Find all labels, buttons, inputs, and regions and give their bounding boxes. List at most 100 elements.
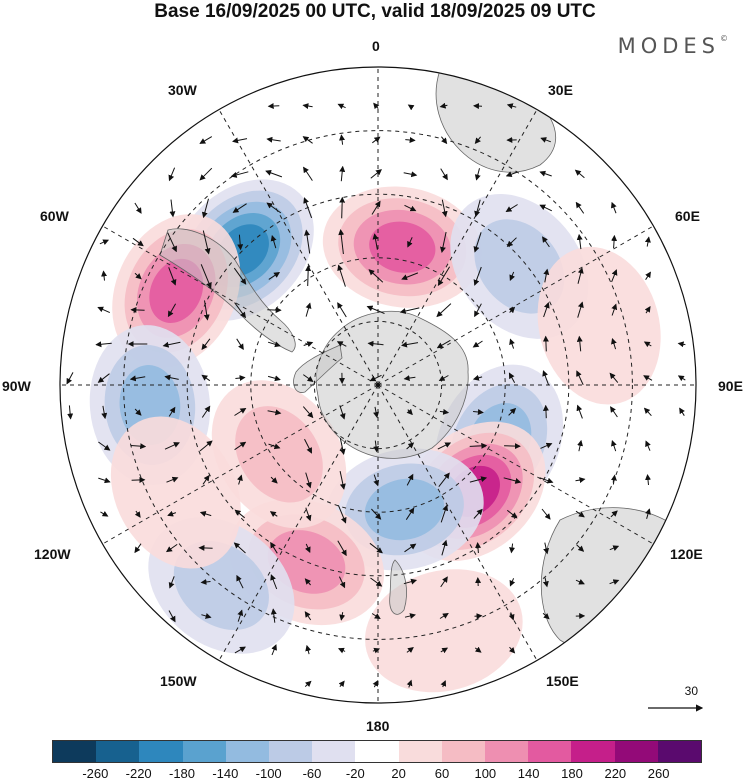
wind-arrow (437, 442, 452, 450)
wind-arrow (645, 508, 651, 519)
colorbar-swatch (312, 741, 356, 762)
wind-arrow (134, 510, 141, 518)
anomaly-center (537, 246, 661, 405)
wind-arrow (436, 339, 451, 349)
wind-arrow (101, 405, 108, 420)
wind-arrow (266, 202, 282, 214)
label-120e: 120E (670, 546, 703, 562)
wind-arrow (469, 442, 488, 449)
meridian-line (102, 384, 379, 545)
latitude-circle (250, 257, 506, 513)
wind-arrow (267, 375, 281, 382)
wind-arrow (577, 267, 584, 284)
wind-arrow (237, 609, 244, 622)
wind-arrow (372, 680, 379, 688)
wind-arrow (165, 543, 178, 553)
colorbar-tick: -260 (82, 766, 109, 781)
wind-arrow (539, 204, 553, 212)
wind-arrow (169, 199, 176, 218)
wind-arrow (305, 543, 311, 554)
meridian-line (218, 109, 379, 386)
wind-arrow (506, 103, 517, 110)
wind-arrow (305, 265, 312, 287)
anomaly-contour (364, 478, 445, 541)
wind-arrow (337, 302, 347, 318)
wind-arrow (338, 680, 345, 688)
wind-arrow (370, 577, 383, 587)
anomaly-center (110, 416, 241, 569)
wind-arrow (645, 440, 651, 451)
wind-arrow (406, 679, 413, 688)
wind-arrow (403, 578, 418, 585)
wind-arrow (266, 136, 281, 143)
wind-arrow (439, 408, 450, 415)
wind-arrow (474, 303, 482, 318)
wind-arrow (164, 374, 179, 381)
wind-arrow (474, 136, 481, 144)
label-120w: 120W (34, 546, 71, 562)
wind-arrow (371, 508, 382, 520)
wind-arrow (474, 168, 481, 181)
wind-arrow (610, 406, 618, 418)
colorbar-tick: -20 (345, 766, 365, 781)
wind-arrow (269, 511, 278, 518)
wind-arrow (201, 405, 211, 418)
wind-arrow (405, 136, 416, 143)
wind-arrow (645, 474, 651, 486)
wind-arrow (270, 541, 278, 554)
wind-arrow (337, 540, 347, 557)
anomaly-contour (537, 246, 661, 405)
wind-arrow (337, 505, 347, 524)
wind-arrow (509, 271, 515, 282)
wind-arrow (236, 338, 244, 351)
wind-arrow (439, 612, 449, 619)
wind-arrow (371, 200, 381, 215)
colorbar-swatch (614, 741, 658, 762)
wind-arrow (203, 300, 210, 321)
wind-arrow (506, 237, 517, 247)
antarctic-peninsula (293, 344, 343, 393)
wind-arrow (611, 303, 618, 316)
map-title: Base 16/09/2025 00 UTC, valid 18/09/2025… (154, 1, 596, 22)
colorbar-tick: 220 (604, 766, 627, 781)
wind-arrow (366, 305, 385, 314)
wind-arrow (440, 680, 447, 688)
colorbar-swatch (355, 741, 399, 762)
wind-arrow (403, 375, 416, 382)
wind-arrow (305, 472, 312, 489)
wind-arrow (505, 171, 518, 178)
wind-arrow (441, 539, 448, 556)
wind-arrow (541, 508, 551, 520)
wind-arrow (610, 510, 618, 518)
wind-arrow (98, 441, 111, 451)
wind-arrow (303, 341, 314, 347)
wind-arrow (100, 510, 109, 517)
wind-arrow (234, 407, 247, 416)
wind-vectors (66, 102, 686, 688)
wind-arrow (367, 340, 384, 347)
colorbar-tick: 20 (391, 766, 406, 781)
colorbar-tick: -60 (302, 766, 322, 781)
label-90e: 90E (718, 378, 743, 394)
wind-arrow (304, 611, 312, 621)
label-0: 0 (372, 38, 380, 54)
meridian-line (102, 225, 379, 386)
wind-arrow (167, 303, 177, 318)
wind-arrow (132, 237, 144, 247)
wind-arrow (304, 578, 311, 586)
colorbar-tick: 60 (434, 766, 450, 781)
wind-arrow (441, 199, 448, 218)
colorbar-swatch (441, 741, 486, 762)
wind-arrow (268, 443, 281, 450)
wind-arrow (473, 266, 482, 286)
anomaly-contour (110, 416, 241, 569)
wind-arrow (199, 440, 213, 452)
wind-arrow (236, 574, 244, 589)
wind-arrow (611, 337, 617, 350)
wind-arrow (339, 165, 346, 182)
wind-arrow (337, 103, 346, 110)
wind-arrow (267, 103, 280, 110)
wind-arrow (134, 272, 142, 280)
reference-vector-label: 30 (684, 684, 698, 698)
